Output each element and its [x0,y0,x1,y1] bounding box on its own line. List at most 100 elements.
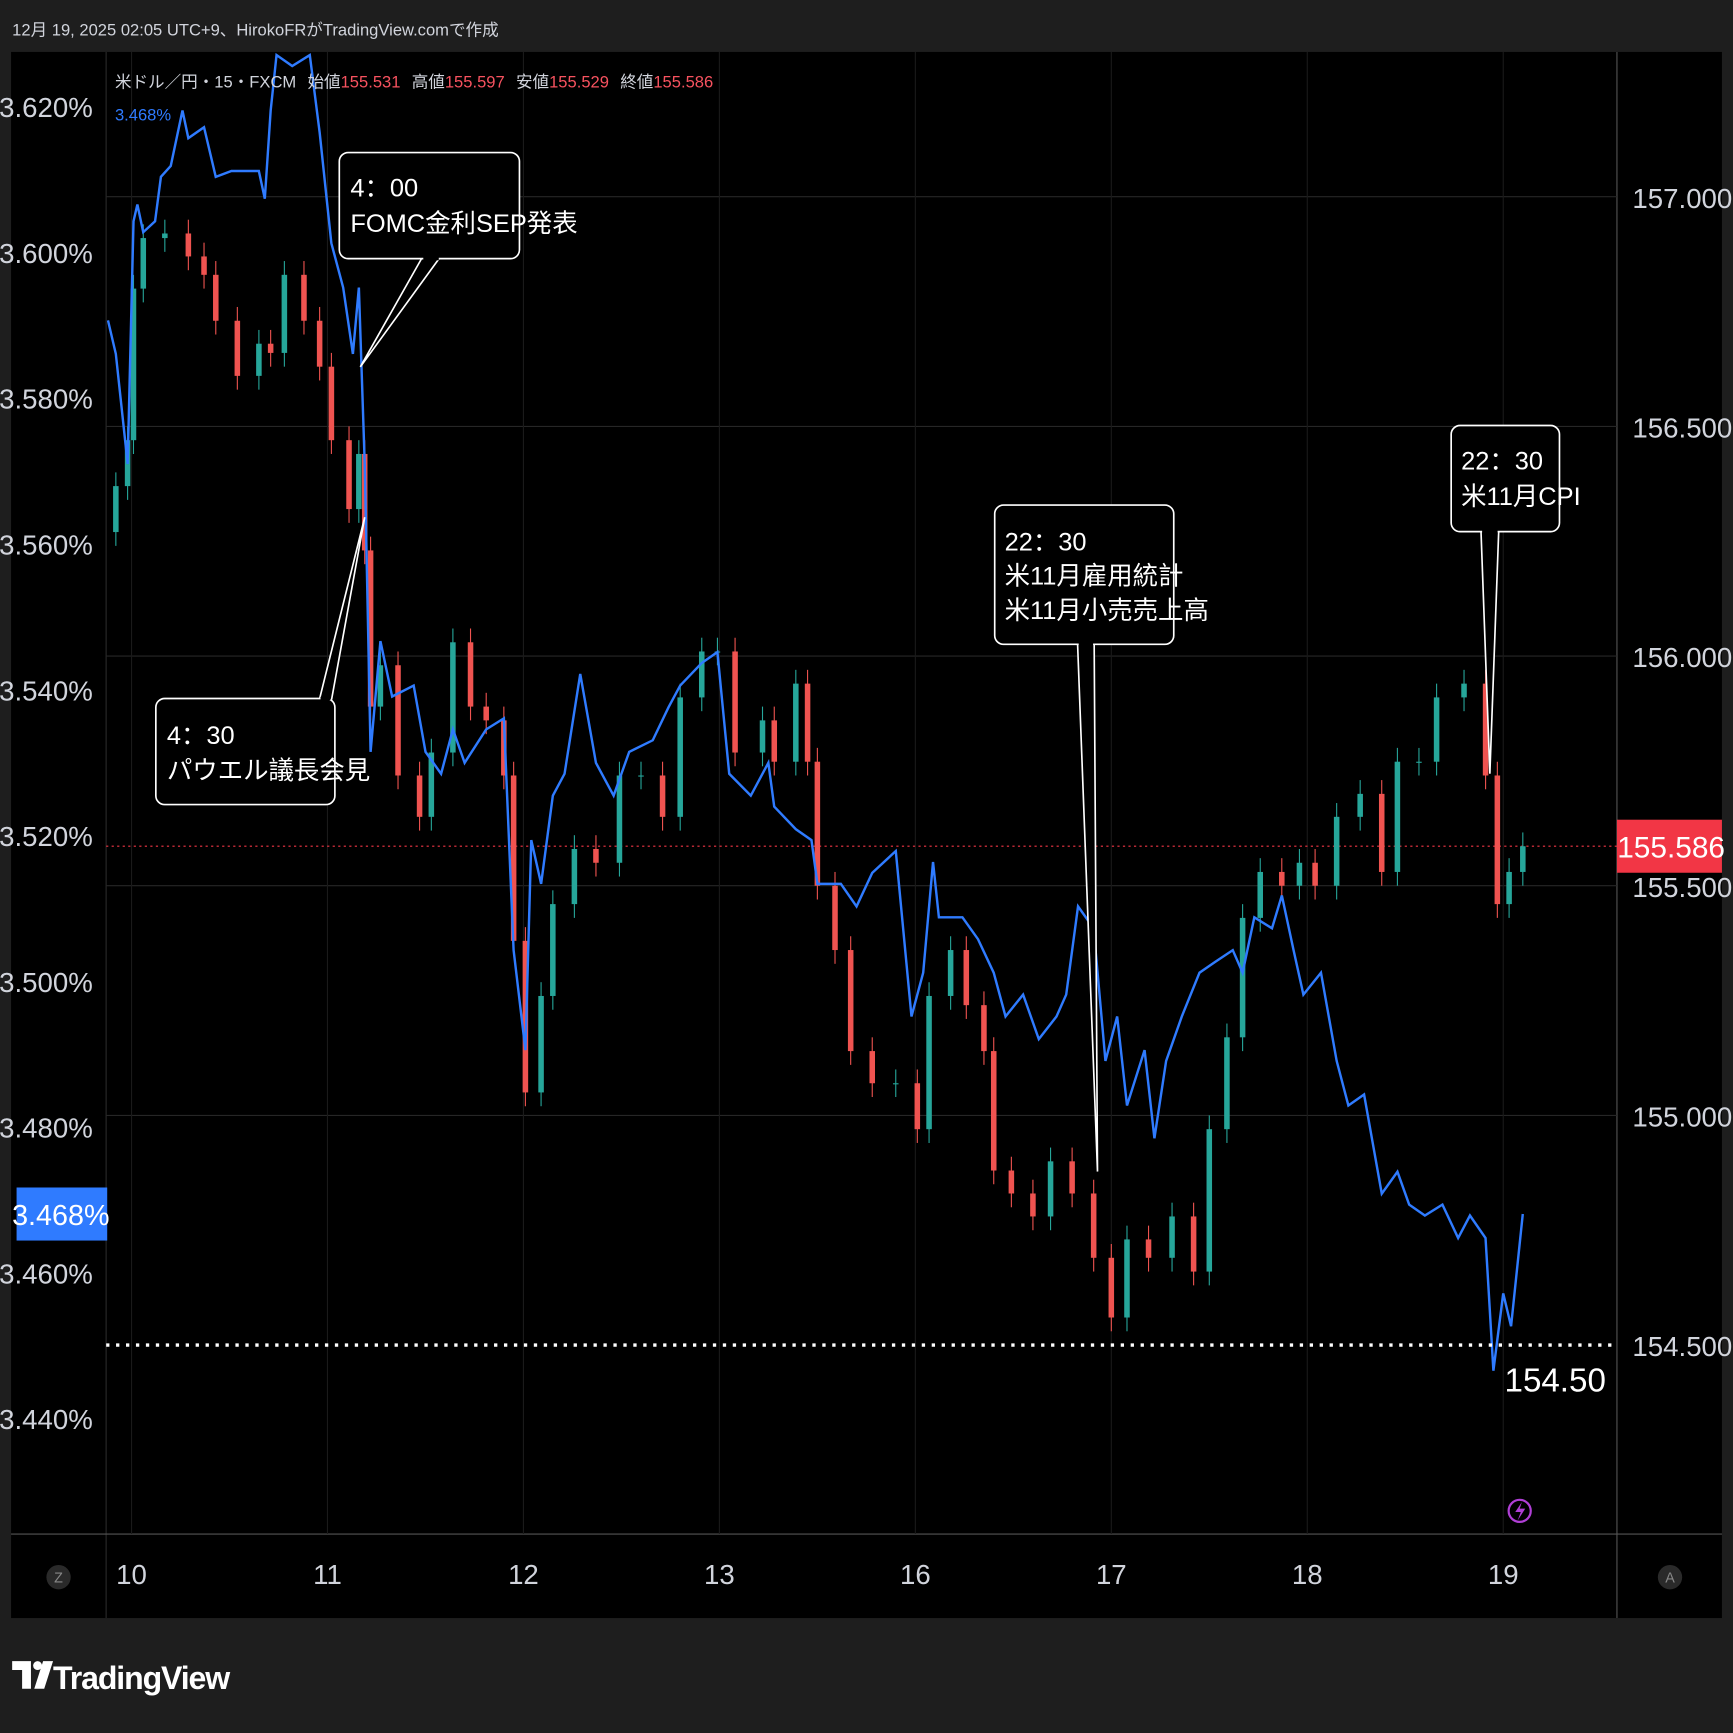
candle-body [162,233,168,239]
candle-body [616,775,623,863]
legend[interactable]: 米ドル／円・15・FXCM 始値155.531 高値155.597 安値155.… [115,72,713,91]
candle-body [483,706,489,721]
right-axis-tick-label: 155.000 [1632,1101,1732,1132]
candle-body [185,233,192,257]
yield-badge: 3.468% [12,1187,109,1241]
candle-body [113,486,119,533]
candle-body [328,366,335,441]
left-axis-tick-label: 3.560% [0,529,93,560]
time-axis-tick-label: 18 [1292,1559,1323,1590]
candle-body [869,1051,876,1084]
candle-body [467,642,474,707]
candle-body [1520,846,1526,872]
candle-body [677,697,683,817]
annotation-pointer [359,257,441,368]
candle-body [1224,1037,1230,1130]
candle-body [1145,1239,1152,1258]
annotation-line: 米11月CPI [1461,483,1581,511]
candle-body [346,440,352,510]
right-axis[interactable]: 157.000 156.500 156.000 155.500 155.000 154.5… [1632,183,1732,1362]
annotation-line: 22：30 [1461,448,1543,476]
candle-body [759,720,766,753]
candle-body [1416,761,1422,763]
candle-body [538,995,544,1093]
legend-high: 155.597 [445,72,505,91]
candle-body [234,320,241,376]
auto-scale-button[interactable]: A [1657,1565,1683,1590]
annotation-line: 22：30 [1005,528,1087,556]
left-axis[interactable]: 3.620% 3.600% 3.580% 3.560% 3.540% 3.520% 3.50… [0,92,93,1435]
candle-body [1494,775,1501,905]
time-axis-tick-label: 11 [313,1559,342,1590]
candle-body [450,642,456,753]
candle-body [1047,1161,1054,1217]
candle-body [416,775,423,817]
left-axis-tick-label: 3.440% [0,1404,93,1435]
annotation-fomc[interactable]: 4：00 FOMC金利SEP発表 [338,151,578,368]
legend-yield-value: 3.468% [115,105,171,124]
time-axis-tick-label: 10 [116,1559,147,1590]
right-axis-tick-label: 155.500 [1632,872,1732,903]
candle-body [367,550,374,707]
yield-badge-text: 3.468% [12,1200,109,1232]
candle-body [140,238,147,289]
candle-body [301,274,307,321]
candle-body [659,775,666,817]
left-axis-tick-label: 3.480% [0,1113,93,1144]
left-axis-tick-label: 3.500% [0,967,93,998]
left-axis-tick-label: 3.580% [0,384,93,415]
right-axis-tick-label: 157.000 [1632,183,1732,214]
time-axis-tick-label: 16 [900,1559,931,1590]
candle-body [1108,1257,1115,1318]
candle-body [1124,1239,1130,1318]
candle-body [1333,816,1340,886]
candle-body [1506,871,1512,905]
annotation-powell[interactable]: 4：30 パウエル議長会見 [155,517,370,806]
annotation-box [155,697,336,806]
legend-open-label: 始値 [307,72,340,91]
annotation-line: 4：00 [350,175,418,203]
annotation-pointer [1480,531,1500,774]
left-axis-tick-label: 3.460% [0,1258,93,1289]
annotation-jobs[interactable]: 22：30 米11月雇用統計 米11月小売売上高 [993,504,1209,1172]
annotation-pointer [1076,644,1099,1172]
right-axis-tick-label: 156.500 [1632,412,1732,443]
candle-body [130,288,137,441]
candle-body [377,665,384,707]
candle-body [981,1005,987,1052]
auto-scale-label: A [1665,1571,1675,1587]
legend-low-label: 安値 [516,72,549,91]
left-axis-tick-label: 3.620% [0,92,93,123]
lightning-icon[interactable] [1507,1498,1532,1524]
candle-body [1239,917,1246,1038]
level-line-label: 154.50 [1505,1362,1606,1399]
right-axis-tick-label: 156.000 [1632,642,1732,673]
left-axis-tick-label: 3.520% [0,821,93,852]
candle-body [1069,1161,1075,1194]
time-axis-tick-label: 19 [1488,1559,1519,1590]
candle-body [892,1083,899,1085]
time-axis[interactable]: 10 11 12 13 16 17 18 19 [116,1559,1518,1590]
legend-open: 155.531 [341,72,401,91]
candle-body [963,950,970,1006]
annotation-cpi[interactable]: 22：30 米11月CPI [1450,424,1581,774]
candle-body [213,274,219,321]
candle-body [550,904,556,996]
tradingview-logo-text: TradingView [53,1660,230,1696]
last-price-badge-text: 155.586 [1617,831,1725,864]
candle-body [1378,793,1385,872]
candle-body [793,683,799,762]
candle-body [638,775,644,777]
right-axis-tick-label: 154.500 [1632,1331,1732,1362]
candle-body [947,950,954,996]
candle-body [501,720,507,776]
legend-close: 155.586 [653,72,713,91]
candle-body [281,274,288,353]
tradingview-logo[interactable]: TradingView [12,1660,231,1696]
candle-body [926,995,932,1130]
candle-body [1394,761,1401,872]
candle-body [201,256,207,275]
auto-zoom-button[interactable]: Z [46,1565,71,1590]
candle-body [1030,1193,1036,1217]
candle-body [571,848,578,905]
